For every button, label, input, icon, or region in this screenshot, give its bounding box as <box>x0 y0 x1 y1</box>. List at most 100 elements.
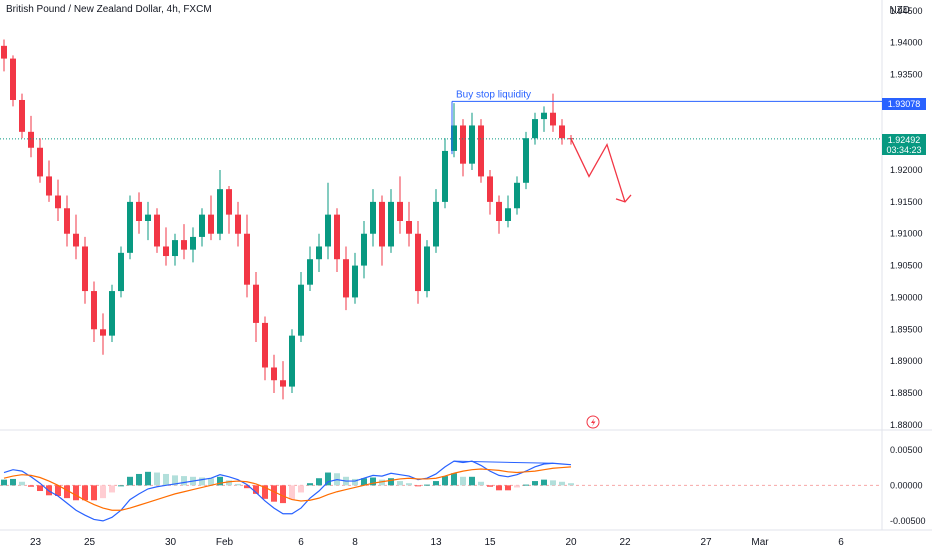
macd-histogram-bar <box>163 473 169 486</box>
macd-histogram-bar <box>217 476 223 486</box>
annotations: Buy stop liquidity <box>0 89 882 155</box>
macd-histogram-bar <box>559 481 565 486</box>
candle-body <box>415 233 421 292</box>
macd-histogram-bar <box>91 485 97 501</box>
macd-histogram-bar <box>100 485 106 499</box>
price-tick-label: 1.91500 <box>890 197 923 207</box>
candle-body <box>172 240 178 257</box>
candle-body <box>289 335 295 387</box>
time-tick-label: 23 <box>30 537 42 548</box>
macd-histogram-bar <box>361 478 367 486</box>
price-tick-label: 1.89500 <box>890 324 923 334</box>
projection-arrow <box>570 138 632 203</box>
time-tick-label: 15 <box>484 537 496 548</box>
time-tick-label: 13 <box>430 537 442 548</box>
candle-body <box>307 259 313 285</box>
macd-histogram-bar <box>469 476 475 486</box>
currency-label: NZD <box>889 5 910 16</box>
candle-body <box>532 119 538 139</box>
time-tick-label: 6 <box>838 537 844 548</box>
level-price-tag: 1.93078 <box>882 98 926 110</box>
candle-body <box>298 284 304 336</box>
candle-body <box>451 125 457 151</box>
candle-body <box>73 233 79 247</box>
macd-histogram-bar <box>487 485 493 487</box>
macd-histogram-bar <box>496 485 502 491</box>
macd-histogram-bar <box>280 485 286 504</box>
macd-histogram-bar <box>433 481 439 486</box>
candle-body <box>271 367 277 381</box>
candle-body <box>469 125 475 164</box>
candle-body <box>1 45 7 59</box>
price-candles[interactable] <box>1 39 574 400</box>
macd-histogram-bar <box>370 477 376 486</box>
time-tick-label: 6 <box>298 537 304 548</box>
candle-body <box>424 246 430 292</box>
macd-histogram-bar <box>82 485 88 501</box>
macd-histogram-bar <box>307 483 313 486</box>
macd-histogram-bar <box>1 479 7 486</box>
macd-histogram-bar <box>208 478 214 486</box>
last-price: 1.92492 <box>887 135 921 145</box>
price-tick-label: 1.90500 <box>890 261 923 271</box>
candle-body <box>19 99 25 132</box>
gridlines <box>0 0 932 531</box>
candle-body <box>217 189 223 234</box>
macd-histogram-bar <box>37 485 43 492</box>
candle-body <box>208 214 214 234</box>
macd-histogram-bar <box>118 485 124 487</box>
candle-body <box>235 214 241 234</box>
macd-histogram-bar <box>523 484 529 486</box>
macd-histogram-bar <box>226 480 232 486</box>
price-axis[interactable]: 1.88000 1.88500 1.89000 1.89500 1.90000 1.905… <box>890 6 926 526</box>
macd-histogram-bar <box>568 483 574 486</box>
candle-body <box>127 201 133 253</box>
candle-body <box>181 240 187 250</box>
macd-histogram-bar <box>451 473 457 486</box>
candle-body <box>559 125 565 139</box>
macd-histogram-bar <box>397 481 403 486</box>
macd-histogram-bar <box>505 485 511 491</box>
candle-body <box>37 147 43 177</box>
macd-histogram-bar <box>199 477 205 486</box>
macd-histogram-bar <box>406 483 412 486</box>
candle-body <box>379 201 385 247</box>
candle-body <box>550 112 556 126</box>
macd-histogram-bar <box>127 476 133 486</box>
macd-histogram-bar <box>541 479 547 486</box>
candle-body <box>46 176 52 196</box>
macd-histogram-bar <box>424 484 430 486</box>
macd-histogram-bar <box>532 481 538 486</box>
candle-body <box>496 201 502 221</box>
candle-body <box>361 233 367 266</box>
macd-line <box>3 460 572 522</box>
price-tick-label: 1.92000 <box>890 165 923 175</box>
candle-body <box>262 322 268 368</box>
symbol-title: British Pound / New Zealand Dollar, 4h, … <box>6 4 212 15</box>
macd-tick-label: 0.00500 <box>890 445 923 455</box>
macd-histogram-bar <box>379 479 385 486</box>
candle-body <box>442 150 448 202</box>
candle-body <box>433 201 439 247</box>
macd-tick-label: 0.00000 <box>890 480 923 490</box>
macd-histogram-bar <box>235 483 241 486</box>
candle-body <box>253 284 259 323</box>
candle-body <box>460 125 466 164</box>
lightning-icon[interactable] <box>586 415 600 429</box>
projection-path <box>570 138 626 203</box>
projection-arrowhead <box>615 194 632 203</box>
candle-body <box>100 329 106 336</box>
candle-body <box>199 214 205 237</box>
candle-body <box>478 125 484 177</box>
candle-body <box>352 265 358 298</box>
macd-histogram-bar <box>550 480 556 486</box>
macd-histogram-bar <box>55 485 61 496</box>
macd-pane[interactable] <box>0 460 882 522</box>
candle-body <box>487 176 493 202</box>
macd-histogram-bar <box>10 478 16 486</box>
price-tick-label: 1.91000 <box>890 229 923 239</box>
macd-histogram-bar <box>28 485 34 487</box>
time-axis[interactable]: 23 25 30 Feb 6 8 13 15 20 22 27 Mar 6 <box>30 537 844 548</box>
time-tick-label: 8 <box>352 537 358 548</box>
